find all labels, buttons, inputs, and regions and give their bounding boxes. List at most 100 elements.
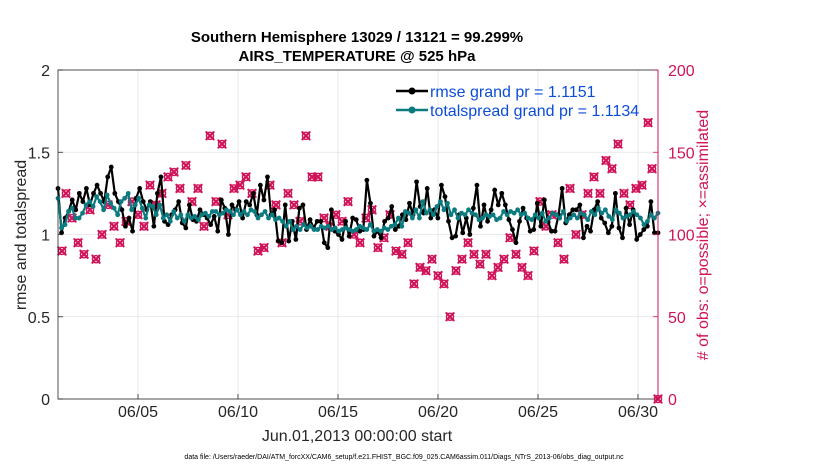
obs-possible-point xyxy=(319,213,329,223)
obs-assimilated-point xyxy=(523,270,533,281)
obs-assimilated-point xyxy=(571,229,581,240)
x-tick-label: 06/05 xyxy=(118,404,158,421)
obs-assimilated-point xyxy=(115,238,125,248)
spread-point xyxy=(574,215,580,221)
obs-assimilated-point xyxy=(481,249,491,259)
rmse-point xyxy=(279,240,285,246)
rmse-point xyxy=(183,225,189,231)
spread-point xyxy=(473,212,478,218)
rmse-point xyxy=(261,197,267,203)
rmse-point xyxy=(300,202,306,208)
spread-point xyxy=(129,207,135,213)
spread-point xyxy=(66,209,71,214)
rmse-point xyxy=(297,205,302,211)
obs-possible-point xyxy=(589,172,599,182)
rmse-point xyxy=(467,232,473,237)
spread-point xyxy=(174,215,180,221)
spread-point xyxy=(599,210,605,216)
y2-axis-label: # of obs: o=possible; ×=assimilated xyxy=(695,110,712,360)
spread-point xyxy=(595,205,601,211)
x-tick-label: 06/10 xyxy=(218,404,258,421)
obs-possible-point xyxy=(97,230,107,239)
spread-point xyxy=(652,215,657,221)
rmse-point xyxy=(186,202,192,208)
obs-possible-point xyxy=(613,139,623,149)
obs-assimilated-point xyxy=(619,188,629,199)
rmse-point xyxy=(155,190,160,196)
rmse-point xyxy=(588,228,593,234)
spread-point xyxy=(76,215,82,221)
rmse-point xyxy=(581,235,586,241)
x-tick-label: 06/30 xyxy=(618,404,658,421)
spread-point xyxy=(385,227,391,232)
spread-point xyxy=(195,217,201,223)
rmse-point xyxy=(382,218,388,224)
rmse-point xyxy=(616,225,622,231)
rmse-point xyxy=(91,190,96,196)
spread-point xyxy=(280,218,285,224)
obs-assimilated-point xyxy=(607,164,617,174)
spread-point xyxy=(592,212,598,218)
obs-possible-point xyxy=(61,189,71,198)
rmse-point xyxy=(73,207,79,213)
obs-assimilated-point xyxy=(313,172,323,182)
obs-assimilated-point xyxy=(433,270,443,281)
rmse-point xyxy=(598,215,604,221)
spread-point xyxy=(252,209,257,214)
obs-possible-point xyxy=(433,271,443,280)
rmse-point xyxy=(637,232,643,237)
obs-assimilated-point xyxy=(211,196,221,207)
spread-point xyxy=(209,209,215,214)
obs-assimilated-point xyxy=(343,196,353,207)
spread-point xyxy=(259,212,264,218)
rmse-point xyxy=(119,207,125,213)
obs-assimilated-point xyxy=(463,238,473,248)
y-axis-label: rmse and totalspread xyxy=(13,160,30,310)
obs-possible-point xyxy=(355,238,365,248)
spread-point xyxy=(171,209,177,214)
rmse-point xyxy=(595,199,601,205)
spread-point xyxy=(645,218,650,224)
rmse-point xyxy=(492,187,498,193)
obs-possible-point xyxy=(307,172,317,182)
rmse-point xyxy=(265,174,270,180)
spread-point xyxy=(445,200,450,206)
obs-possible-point xyxy=(373,243,383,252)
obs-possible-point xyxy=(169,167,179,177)
spread-point xyxy=(266,215,271,221)
obs-possible-point xyxy=(637,180,647,190)
obs-possible-point xyxy=(109,221,119,231)
obs-possible-point xyxy=(115,238,125,248)
rmse-point xyxy=(495,202,501,208)
obs-assimilated-point xyxy=(475,259,485,269)
spread-point xyxy=(448,212,454,218)
spread-point xyxy=(231,212,236,218)
spread-point xyxy=(364,227,370,232)
rmse-point xyxy=(343,218,348,224)
obs-assimilated-point xyxy=(445,312,455,322)
y2-tick-label: 150 xyxy=(668,145,695,162)
spread-point xyxy=(97,199,103,205)
obs-possible-point xyxy=(643,118,653,127)
rmse-point xyxy=(364,177,370,183)
spread-point xyxy=(434,204,440,209)
obs-assimilated-point xyxy=(259,242,269,253)
rmse-point xyxy=(84,186,89,191)
spread-point xyxy=(606,214,612,219)
spread-point xyxy=(118,199,124,205)
x-tick-label: 06/25 xyxy=(518,404,558,421)
spread-point xyxy=(108,200,114,206)
obs-assimilated-point xyxy=(493,262,503,273)
obs-assimilated-point xyxy=(79,249,89,259)
spread-point xyxy=(490,212,496,218)
rmse-point xyxy=(510,227,515,232)
rmse-point xyxy=(470,205,476,211)
obs-assimilated-point xyxy=(613,139,623,149)
spread-point xyxy=(294,223,299,229)
rmse-point xyxy=(414,179,419,185)
rmse-point xyxy=(371,233,377,239)
spread-point xyxy=(539,210,545,216)
obs-assimilated-point xyxy=(487,270,497,281)
obs-assimilated-point xyxy=(637,180,647,190)
